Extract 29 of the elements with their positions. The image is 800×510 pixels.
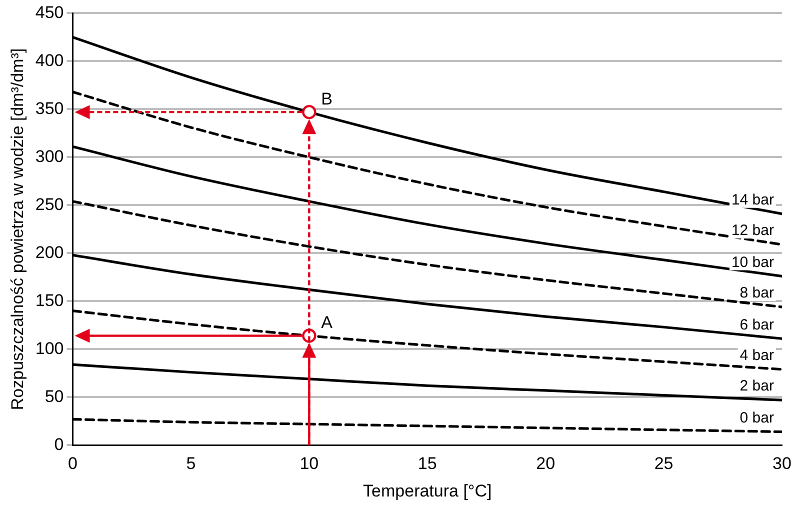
y-tick-label: 150: [35, 290, 64, 310]
x-tick-label: 0: [68, 454, 78, 474]
y-axis-title: Rozpuszczalność powietrza w wodzie [dm³/dm³]: [8, 48, 27, 410]
y-tick-label: 50: [44, 386, 64, 406]
y-tick-label: 300: [35, 146, 64, 166]
series-label: 10 bar: [731, 254, 774, 271]
annotation: B: [321, 89, 333, 108]
y-tick-label: 250: [35, 194, 64, 214]
x-tick-label: 15: [418, 454, 437, 474]
y-tick-label: 100: [35, 338, 64, 358]
annotation: A: [321, 312, 334, 332]
y-tick-label: 350: [35, 98, 64, 118]
series-label: 0 bar: [740, 409, 774, 426]
series-label: 12 bar: [731, 222, 774, 240]
y-tick-label: 450: [35, 2, 64, 22]
series-label: 4 bar: [740, 347, 774, 364]
x-tick-label: 30: [772, 454, 792, 474]
x-tick-label: 10: [300, 454, 319, 474]
series-label: 8 bar: [740, 284, 774, 302]
x-tick-label: 5: [186, 454, 196, 474]
y-tick-label: 200: [35, 242, 64, 262]
series-label: 2 bar: [740, 378, 774, 395]
y-tick-label: 0: [54, 434, 64, 454]
x-axis-title: Temperatura [°C]: [363, 481, 492, 500]
series-label: 14 bar: [731, 191, 774, 208]
series-label: 6 bar: [740, 316, 774, 334]
y-tick-label: 400: [35, 50, 64, 70]
x-tick-label: 20: [536, 454, 556, 474]
x-tick-label: 25: [654, 454, 674, 474]
